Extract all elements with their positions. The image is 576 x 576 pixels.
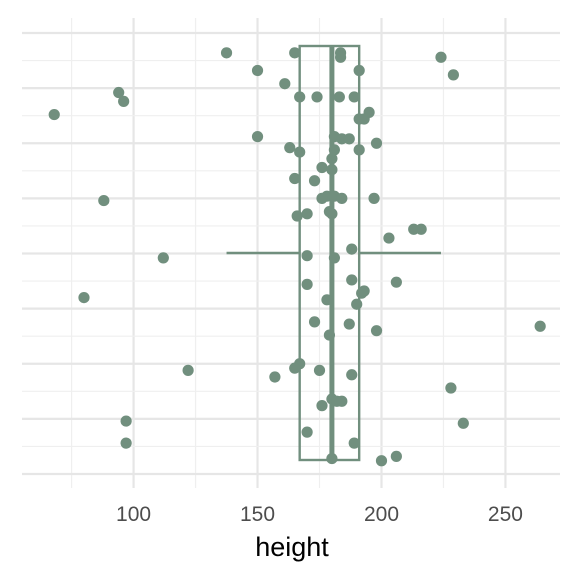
x-tick-labels: 100 150 200 250 <box>116 503 523 526</box>
x-tick-label: 250 <box>488 503 523 526</box>
data-point <box>289 172 301 185</box>
data-point <box>333 91 345 103</box>
data-point <box>343 318 355 330</box>
data-point <box>435 51 447 63</box>
data-point <box>346 369 358 381</box>
data-point <box>220 47 233 59</box>
x-tick-label: 200 <box>364 503 399 526</box>
data-point <box>326 452 338 465</box>
data-point <box>348 91 360 103</box>
x-tick-label: 100 <box>116 503 151 526</box>
data-point <box>368 192 380 204</box>
data-points <box>48 47 546 467</box>
data-point <box>182 364 194 376</box>
data-point <box>251 131 264 143</box>
data-point <box>289 362 301 374</box>
data-point <box>316 161 328 174</box>
data-point <box>447 69 459 81</box>
data-point <box>279 78 291 90</box>
data-point <box>390 450 402 462</box>
data-point <box>328 252 340 264</box>
data-point <box>356 287 368 299</box>
data-point <box>346 274 358 286</box>
data-point <box>336 395 348 407</box>
data-point <box>534 320 546 332</box>
data-point <box>301 426 313 438</box>
data-point <box>326 208 338 220</box>
data-point <box>291 210 303 222</box>
data-point <box>301 208 313 220</box>
data-point <box>284 142 296 154</box>
data-point <box>358 113 370 125</box>
data-point <box>348 437 360 449</box>
data-point <box>445 382 457 394</box>
data-point <box>294 91 306 103</box>
data-point <box>316 400 328 412</box>
data-point <box>120 437 132 449</box>
data-point <box>321 294 333 306</box>
data-point <box>326 164 338 176</box>
data-point <box>370 325 383 337</box>
data-point <box>383 232 395 244</box>
data-point <box>390 276 402 288</box>
data-point <box>316 192 328 204</box>
x-tick-label: 150 <box>240 503 275 526</box>
data-point <box>370 137 383 149</box>
data-point <box>301 250 313 262</box>
data-point <box>313 364 326 376</box>
data-point <box>353 64 365 77</box>
data-point <box>346 243 358 255</box>
x-axis-title: height <box>255 532 329 562</box>
data-point <box>308 316 321 328</box>
data-point <box>326 153 338 165</box>
data-point <box>336 192 348 204</box>
data-point <box>311 91 323 103</box>
data-point <box>308 175 321 187</box>
data-point <box>118 95 130 107</box>
data-point <box>353 144 365 156</box>
data-point <box>269 371 281 383</box>
data-point <box>457 417 469 429</box>
data-point <box>98 194 110 207</box>
data-point <box>157 252 169 264</box>
data-point <box>294 146 306 158</box>
data-point <box>323 329 336 341</box>
data-point <box>251 64 264 77</box>
data-point <box>334 51 347 63</box>
data-point <box>113 86 125 99</box>
data-point <box>343 133 355 145</box>
data-point <box>351 298 363 310</box>
data-point <box>48 108 60 121</box>
data-point <box>415 223 427 235</box>
data-point <box>328 144 340 156</box>
data-point <box>375 455 388 467</box>
data-point <box>78 292 90 304</box>
data-point <box>120 415 132 427</box>
data-point <box>301 278 313 290</box>
data-point <box>289 47 301 59</box>
